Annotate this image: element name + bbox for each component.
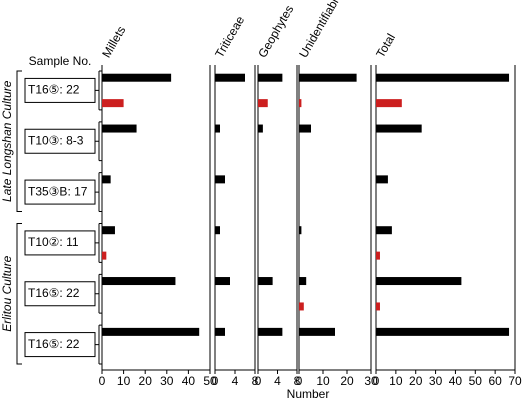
bar — [376, 226, 392, 235]
sample-label: T10②: 11 — [28, 235, 79, 249]
bar — [376, 73, 510, 82]
bar — [376, 277, 462, 286]
group-bracket — [16, 223, 22, 365]
bar — [102, 73, 172, 82]
bar — [299, 73, 357, 82]
x-tick-label: 0 — [255, 374, 262, 388]
x-tick-label: 10 — [389, 374, 403, 388]
sample-bracket — [95, 121, 102, 162]
bar — [215, 73, 245, 82]
bar — [215, 175, 225, 184]
bar — [299, 226, 302, 235]
group-bracket — [16, 70, 22, 212]
bar — [258, 99, 268, 108]
panel-frame — [298, 65, 372, 371]
x-tick-label: 20 — [340, 374, 354, 388]
panel-frame — [375, 65, 516, 371]
sample-label: T10③: 8-3 — [28, 133, 84, 147]
group-label: Erlitou Culture — [0, 255, 14, 331]
bar — [102, 327, 200, 336]
x-tick-label: 10 — [316, 374, 330, 388]
bar — [376, 302, 380, 311]
x-tick-label: 50 — [469, 374, 483, 388]
bar — [102, 99, 124, 108]
bar — [376, 175, 388, 184]
x-axis-title: Number — [287, 387, 330, 401]
x-tick-label: 0 — [296, 374, 303, 388]
x-tick-label: 40 — [449, 374, 463, 388]
bar — [376, 327, 510, 336]
x-tick-label: 20 — [409, 374, 423, 388]
x-tick-label: 8 — [294, 374, 301, 388]
x-tick-label: 10 — [117, 374, 131, 388]
bar — [299, 302, 304, 311]
bar — [258, 327, 283, 336]
panel-frame — [101, 65, 211, 371]
x-tick-label: 30 — [160, 374, 174, 388]
sample-bracket — [95, 172, 102, 212]
sample-label: T35③B: 17 — [28, 184, 88, 198]
bar — [299, 277, 307, 286]
x-tick-label: 0 — [373, 374, 380, 388]
category-axis-title: Sample No. — [29, 54, 92, 68]
bar — [215, 327, 225, 336]
x-tick-label: 0 — [99, 374, 106, 388]
bar — [215, 124, 220, 133]
sample-label: T16⑤: 22 — [28, 286, 80, 300]
x-tick-label: 30 — [429, 374, 443, 388]
x-tick-label: 60 — [488, 374, 502, 388]
bar — [258, 277, 273, 286]
bar — [102, 251, 107, 260]
group-label: Late Longshan Culture — [0, 80, 14, 202]
sample-bracket — [95, 223, 102, 263]
bar — [299, 327, 335, 336]
bar — [215, 277, 230, 286]
bar — [102, 277, 176, 286]
sample-bracket — [95, 273, 102, 314]
sample-label: T16⑤: 22 — [28, 83, 80, 97]
panel-frame — [214, 65, 256, 371]
bar — [102, 226, 115, 235]
bar — [376, 124, 422, 133]
bar — [299, 99, 302, 108]
panel-title: Millets — [99, 24, 128, 60]
x-tick-label: 8 — [252, 374, 259, 388]
bar — [215, 226, 220, 235]
panel-title: Unidentifiable — [296, 0, 345, 60]
bar — [102, 175, 111, 184]
x-tick-label: 50 — [203, 374, 217, 388]
x-tick-label: 40 — [182, 374, 196, 388]
bar — [376, 251, 380, 260]
bar — [258, 124, 263, 133]
panel-title: Triticeae — [212, 13, 247, 60]
x-tick-label: 20 — [139, 374, 153, 388]
x-tick-label: 4 — [232, 374, 239, 388]
bar — [376, 99, 402, 108]
bar — [299, 124, 311, 133]
x-tick-label: 30 — [364, 374, 378, 388]
x-tick-label: 70 — [508, 374, 522, 388]
sample-label: T16⑤: 22 — [28, 337, 80, 351]
x-tick-label: 4 — [274, 374, 281, 388]
x-tick-label: 0 — [212, 374, 219, 388]
bar — [258, 73, 283, 82]
bar — [102, 124, 137, 133]
sample-bracket — [95, 70, 102, 111]
sample-bracket — [95, 324, 102, 365]
panel-title: Total — [373, 31, 398, 60]
panel-frame — [257, 65, 298, 371]
panel-title: Geophytes — [255, 3, 296, 60]
